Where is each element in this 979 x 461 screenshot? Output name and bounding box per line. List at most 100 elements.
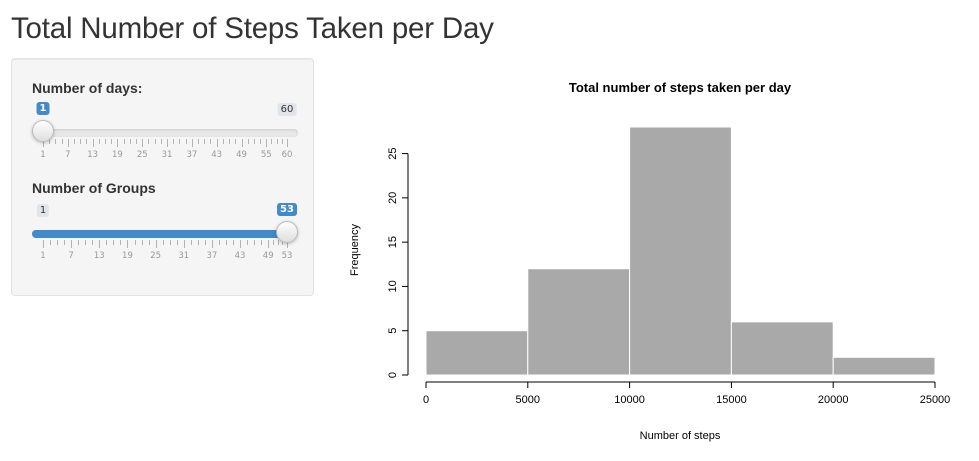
days-tick-label: 1 xyxy=(40,150,46,160)
groups-minor-tick xyxy=(57,240,59,245)
groups-minor-tick xyxy=(78,240,80,245)
days-slider-label: Number of days: xyxy=(32,80,143,96)
days-minor-tick xyxy=(136,139,138,144)
groups-minor-tick xyxy=(254,240,256,245)
days-minor-tick xyxy=(281,139,283,144)
groups-minor-tick xyxy=(176,240,178,245)
days-slider-value: 1 xyxy=(36,102,50,115)
y-tick-label: 0 xyxy=(387,372,399,378)
y-tick-label: 10 xyxy=(387,280,399,292)
groups-tick xyxy=(183,240,185,248)
chart-title: Total number of steps taken per day xyxy=(569,80,792,95)
days-tick-label: 31 xyxy=(161,150,173,160)
days-slider-handle[interactable] xyxy=(32,120,54,142)
days-tick-label: 7 xyxy=(65,150,71,160)
groups-slider-handle[interactable] xyxy=(276,221,298,243)
days-minor-tick xyxy=(222,139,224,144)
x-tick-label: 5000 xyxy=(516,394,540,406)
groups-minor-tick xyxy=(50,240,52,245)
days-tick xyxy=(287,139,288,147)
days-tick-label: 13 xyxy=(87,150,99,160)
days-tick xyxy=(67,139,69,147)
histogram-bar xyxy=(527,268,631,376)
days-tick-label: 55 xyxy=(260,150,272,160)
groups-minor-tick xyxy=(106,240,108,245)
days-minor-tick xyxy=(123,139,125,144)
groups-minor-tick xyxy=(247,240,249,245)
days-slider-track[interactable] xyxy=(32,129,298,137)
days-minor-tick xyxy=(185,139,187,144)
histogram-bar xyxy=(425,330,529,376)
days-minor-tick xyxy=(111,139,113,144)
days-minor-tick xyxy=(55,139,57,144)
groups-tick xyxy=(127,240,129,248)
histogram-bar xyxy=(730,321,834,376)
groups-tick-label: 31 xyxy=(178,251,190,261)
days-tick-label: 49 xyxy=(236,150,247,160)
days-slider-max: 60 xyxy=(277,103,297,116)
days-tick-label: 60 xyxy=(281,150,293,160)
groups-minor-tick xyxy=(148,240,150,245)
groups-tick-label: 1 xyxy=(40,251,46,261)
groups-tick-label: 49 xyxy=(262,251,274,261)
groups-minor-tick xyxy=(64,240,66,245)
groups-tick-label: 19 xyxy=(122,251,133,261)
page-title: Total Number of Steps Taken per Day xyxy=(11,12,494,45)
groups-minor-tick xyxy=(261,240,263,245)
groups-minor-tick xyxy=(204,240,206,245)
days-minor-tick xyxy=(129,139,131,144)
groups-minor-tick xyxy=(233,240,235,245)
steps-histogram: Total number of steps taken per day 0 5000… xyxy=(349,80,951,442)
days-tick xyxy=(117,139,119,147)
days-slider[interactable]: 160117131925313743495560 xyxy=(32,59,298,160)
days-minor-tick xyxy=(80,139,82,144)
groups-minor-tick xyxy=(169,240,171,245)
groups-tick xyxy=(287,240,288,248)
groups-slider[interactable]: 15353171319253137434953 xyxy=(32,160,298,261)
x-tick-label: 25000 xyxy=(920,394,951,406)
days-minor-tick xyxy=(105,139,107,144)
groups-minor-tick xyxy=(226,240,227,245)
groups-slider-fill xyxy=(32,230,287,238)
x-tick-label: 10000 xyxy=(614,394,645,406)
days-tick-label: 25 xyxy=(136,150,148,160)
days-tick-label: 37 xyxy=(186,150,198,160)
groups-tick-label: 25 xyxy=(150,251,162,261)
sidebar-panel: Number of days: 1 60 1 1 7 13 19 25 31 37 43 49 55 60… xyxy=(11,58,314,296)
days-minor-tick xyxy=(204,139,206,144)
y-tick-label: 25 xyxy=(387,147,399,159)
groups-tick xyxy=(155,240,157,248)
groups-minor-tick xyxy=(218,240,220,245)
days-minor-tick xyxy=(271,139,273,144)
x-tick-label: 20000 xyxy=(818,394,849,406)
days-tick-label: 43 xyxy=(211,150,223,160)
days-minor-tick xyxy=(61,139,63,144)
days-minor-tick xyxy=(154,139,156,144)
days-minor-tick xyxy=(160,139,162,144)
groups-tick xyxy=(99,240,101,248)
groups-minor-tick xyxy=(277,240,279,245)
groups-slider-label: Number of Groups xyxy=(32,180,156,196)
groups-tick-label: 43 xyxy=(234,251,246,261)
groups-tick xyxy=(240,240,242,248)
groups-tick-label: 7 xyxy=(68,251,74,261)
days-tick xyxy=(266,139,268,147)
days-tick xyxy=(167,139,169,147)
groups-minor-tick xyxy=(113,240,115,245)
groups-minor-tick xyxy=(92,240,94,245)
days-minor-tick xyxy=(235,139,237,144)
y-tick-label: 20 xyxy=(387,192,399,204)
y-tick-label: 5 xyxy=(387,328,399,334)
groups-tick xyxy=(71,240,73,248)
days-minor-tick xyxy=(260,139,262,144)
days-tick xyxy=(43,139,44,147)
groups-minor-tick xyxy=(190,240,192,245)
groups-minor-tick xyxy=(134,240,136,245)
days-slider-ticks: 1 7 13 19 25 31 37 43 49 55 60 xyxy=(32,139,298,160)
days-minor-tick xyxy=(210,139,212,144)
days-minor-tick xyxy=(247,139,249,144)
x-axis-label: Number of steps xyxy=(640,430,721,442)
histogram-bar xyxy=(629,126,732,376)
days-tick xyxy=(216,139,218,147)
days-tick xyxy=(191,139,193,147)
